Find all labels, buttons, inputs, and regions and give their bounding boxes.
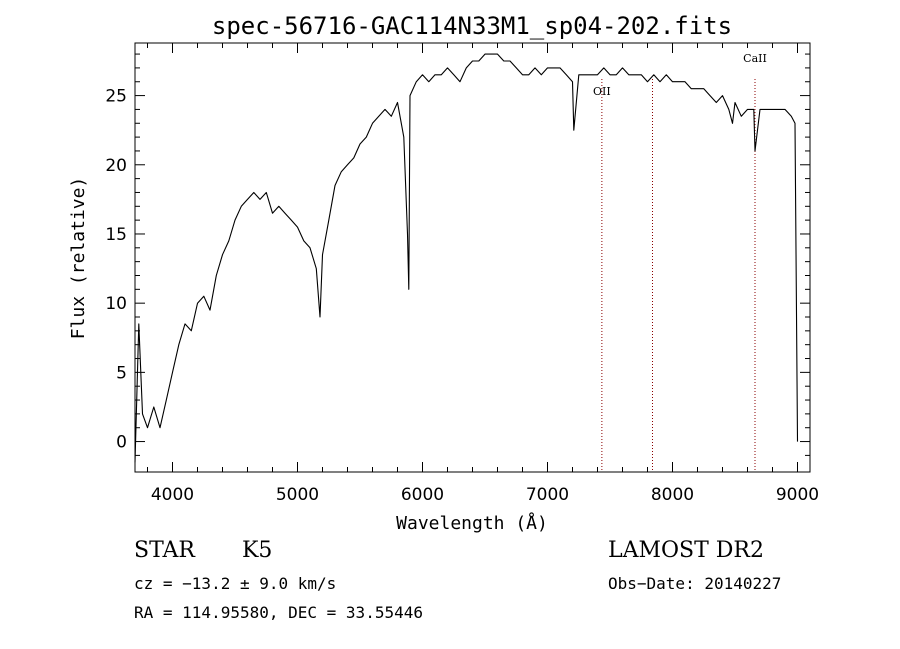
x-tick-label: 5000 (276, 485, 319, 505)
object-class: STAR (134, 538, 195, 563)
y-axis-label: Flux (relative) (68, 177, 89, 340)
line-marker-label: CaII (743, 52, 767, 65)
y-tick-label: 0 (116, 433, 127, 453)
y-tick-label: 5 (116, 363, 127, 383)
chart-title: spec-56716-GAC114N33M1_sp04-202.fits (212, 12, 732, 40)
observation-date: Obs−Date: 20140227 (608, 574, 782, 593)
x-tick-label: 9000 (776, 485, 819, 505)
x-tick-label: 6000 (401, 485, 444, 505)
x-tick-label: 8000 (651, 485, 694, 505)
y-tick-label: 20 (105, 156, 127, 176)
spectrum-line (134, 53, 799, 463)
line-marker-label: OII (593, 85, 611, 98)
plot-frame (134, 42, 811, 473)
redshift-velocity: cz = −13.2 ± 9.0 km/s (134, 574, 337, 593)
x-tick-label: 7000 (526, 485, 569, 505)
x-tick-label: 4000 (151, 485, 194, 505)
plot-area: 4000 5000 6000 7000 8000 9000 0 5 10 15 20 25 OII CaI… (105, 42, 819, 505)
spectral-subclass: K5 (242, 538, 273, 563)
y-tick-label: 15 (105, 225, 127, 245)
coordinates: RA = 114.95580, DEC = 33.55446 (134, 603, 423, 622)
x-axis-label: Wavelength (Å) (396, 512, 548, 534)
y-tick-label: 10 (105, 294, 127, 314)
y-tick-label: 25 (105, 87, 127, 107)
survey-name: LAMOST DR2 (608, 538, 764, 563)
